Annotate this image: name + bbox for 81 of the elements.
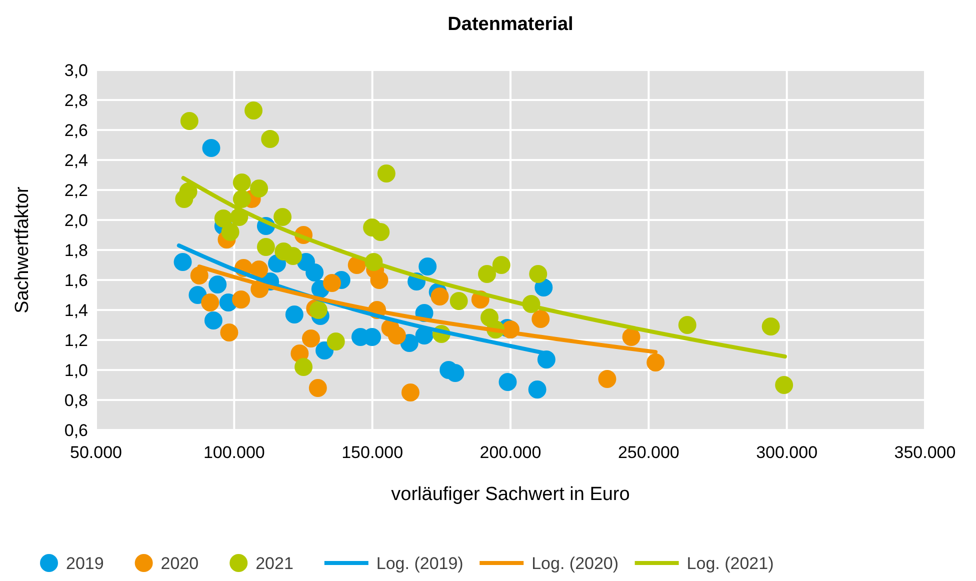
legend-label: 2019 [66, 554, 104, 573]
x-tick-label: 150.000 [342, 443, 404, 462]
point [401, 384, 420, 402]
y-tick-label: 1,4 [64, 301, 88, 320]
y-tick-label: 1,0 [64, 361, 88, 380]
point [532, 310, 550, 328]
x-tick-label: 200.000 [480, 443, 542, 462]
x-tick-label: 300.000 [756, 443, 818, 462]
point [622, 328, 640, 346]
y-tick-label: 2,0 [64, 211, 88, 230]
point [232, 174, 251, 192]
point [598, 370, 616, 388]
point [388, 326, 406, 344]
point [250, 260, 268, 278]
point [202, 139, 220, 157]
point [418, 258, 437, 276]
line-series [181, 176, 787, 358]
x-tick-label: 50.000 [70, 443, 122, 462]
y-tick-label: 3,0 [64, 61, 88, 80]
point [528, 380, 546, 398]
point [316, 342, 334, 360]
x-tick-label: 250.000 [618, 443, 680, 462]
point [377, 164, 396, 182]
point [529, 265, 548, 283]
y-tick-label: 2,4 [64, 151, 88, 170]
y-tick-label: 2,8 [64, 91, 88, 110]
point [179, 182, 198, 200]
point [204, 312, 222, 330]
point [372, 223, 390, 241]
point [450, 292, 468, 310]
point [430, 288, 449, 306]
point [261, 130, 280, 148]
point [306, 264, 324, 282]
point [174, 253, 192, 271]
y-tick-label: 0,6 [64, 421, 88, 440]
point [762, 318, 780, 336]
point [190, 266, 208, 284]
point [208, 276, 227, 294]
point [201, 294, 220, 312]
legend-label: 2020 [160, 554, 199, 573]
y-tick-label: 1,6 [64, 271, 88, 290]
point [232, 290, 250, 308]
point [302, 330, 320, 348]
point [232, 190, 251, 208]
point [498, 373, 517, 391]
y-tick-label: 2,6 [64, 121, 88, 140]
legend-label: Log. (2019) [376, 554, 464, 573]
point [478, 265, 496, 283]
point [244, 102, 263, 120]
legend-label: 2021 [256, 554, 294, 573]
y-tick-label: 1,8 [64, 241, 88, 260]
point [294, 358, 313, 376]
point [220, 324, 238, 342]
x-axis-title: vorläufiger Sachwert in Euro [391, 484, 630, 505]
y-tick-label: 2,2 [64, 181, 88, 200]
point [646, 354, 665, 372]
point [308, 379, 327, 397]
point [678, 316, 696, 334]
y-tick-label: 1,2 [64, 331, 88, 350]
point [274, 208, 292, 226]
point [775, 376, 794, 394]
point [370, 271, 388, 289]
point [221, 223, 240, 241]
point [309, 301, 328, 319]
point [256, 238, 275, 256]
point [188, 286, 207, 304]
point [322, 274, 341, 292]
point [326, 332, 345, 350]
legend-label: Log. (2020) [532, 554, 619, 573]
x-tick-label: 350.000 [894, 443, 956, 462]
point [285, 306, 304, 324]
point [284, 247, 302, 265]
point [534, 278, 553, 296]
point [250, 180, 268, 198]
x-tick-label: 100.000 [203, 443, 265, 462]
point [492, 256, 510, 274]
legend-label: Log. (2021) [686, 554, 774, 573]
y-axis-title: Sachwertfaktor [12, 186, 33, 314]
chart-title: Datenmaterial [448, 14, 574, 35]
point [180, 112, 198, 130]
y-tick-label: 0,8 [64, 391, 88, 410]
